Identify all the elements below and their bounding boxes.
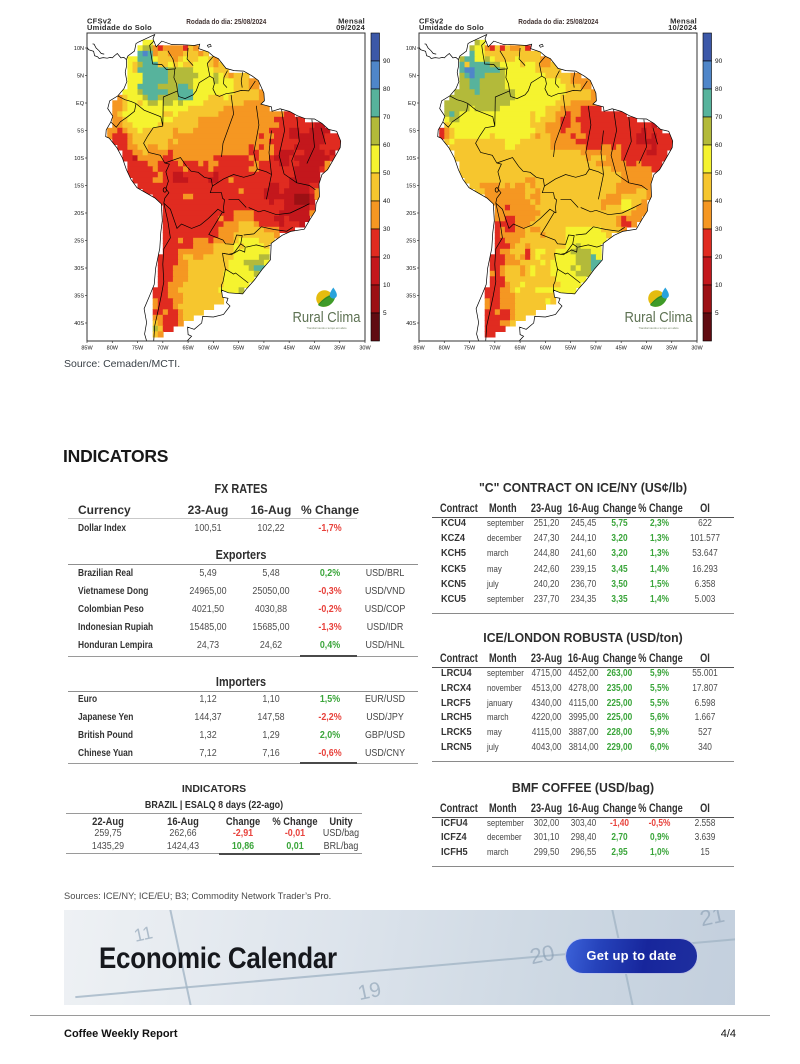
svg-text:70: 70 <box>715 114 723 121</box>
svg-text:80W: 80W <box>439 346 451 352</box>
svg-text:5N: 5N <box>409 74 416 80</box>
svg-text:15S: 15S <box>406 184 416 190</box>
svg-text:10: 10 <box>715 282 723 289</box>
svg-text:60W: 60W <box>208 346 220 352</box>
svg-text:30: 30 <box>715 226 723 233</box>
svg-text:10N: 10N <box>74 46 84 52</box>
svg-text:40S: 40S <box>406 321 416 327</box>
svg-text:40S: 40S <box>74 321 84 327</box>
svg-text:Transformando o tempo em afeto: Transformando o tempo em afeto <box>307 326 347 330</box>
svg-text:Rural Clima: Rural Clima <box>625 309 694 326</box>
svg-text:20S: 20S <box>74 211 84 217</box>
svg-text:40: 40 <box>715 198 723 205</box>
svg-text:30W: 30W <box>359 346 371 352</box>
svg-text:80: 80 <box>715 86 723 93</box>
svg-text:10S: 10S <box>74 156 84 162</box>
svg-text:35S: 35S <box>406 294 416 300</box>
svg-text:90: 90 <box>715 58 723 65</box>
svg-text:75W: 75W <box>132 346 144 352</box>
svg-text:85W: 85W <box>413 346 425 352</box>
svg-text:50W: 50W <box>258 346 270 352</box>
svg-text:5N: 5N <box>77 74 84 80</box>
svg-text:40W: 40W <box>641 346 653 352</box>
svg-text:60: 60 <box>383 142 391 149</box>
svg-text:Umidade do Solo: Umidade do Solo <box>87 23 152 32</box>
svg-text:25S: 25S <box>406 239 416 245</box>
svg-text:10/2024: 10/2024 <box>668 23 697 32</box>
svg-text:5S: 5S <box>77 129 84 135</box>
svg-text:30: 30 <box>383 226 391 233</box>
svg-text:Transformando o tempo em afeto: Transformando o tempo em afeto <box>639 326 679 330</box>
svg-text:80W: 80W <box>107 346 119 352</box>
svg-text:55W: 55W <box>233 346 245 352</box>
svg-text:CFSv2: CFSv2 <box>87 17 112 26</box>
svg-text:Rodada do dia: 25/08/2024: Rodada do dia: 25/08/2024 <box>518 19 598 26</box>
svg-text:10S: 10S <box>406 156 416 162</box>
svg-text:Mensal: Mensal <box>670 17 697 26</box>
svg-text:70W: 70W <box>157 346 169 352</box>
svg-text:90: 90 <box>383 58 391 65</box>
svg-text:35W: 35W <box>334 346 346 352</box>
svg-text:10: 10 <box>383 282 391 289</box>
svg-text:20S: 20S <box>406 211 416 217</box>
svg-text:5: 5 <box>715 310 719 317</box>
svg-text:30W: 30W <box>691 346 703 352</box>
svg-text:09/2024: 09/2024 <box>336 23 365 32</box>
svg-text:80: 80 <box>383 86 391 93</box>
svg-text:CFSv2: CFSv2 <box>419 17 444 26</box>
svg-text:EQ: EQ <box>76 101 85 107</box>
svg-text:40W: 40W <box>309 346 321 352</box>
svg-text:50: 50 <box>715 170 723 177</box>
svg-text:30S: 30S <box>406 266 416 272</box>
svg-text:70W: 70W <box>489 346 501 352</box>
svg-text:50W: 50W <box>590 346 602 352</box>
svg-text:65W: 65W <box>182 346 194 352</box>
svg-text:5: 5 <box>383 310 387 317</box>
svg-text:35S: 35S <box>74 294 84 300</box>
svg-text:45W: 45W <box>284 346 296 352</box>
svg-text:Mensal: Mensal <box>338 17 365 26</box>
svg-text:40: 40 <box>383 198 391 205</box>
svg-text:65W: 65W <box>514 346 526 352</box>
svg-text:60: 60 <box>715 142 723 149</box>
svg-text:85W: 85W <box>81 346 93 352</box>
svg-text:10N: 10N <box>406 46 416 52</box>
svg-text:EQ: EQ <box>408 101 417 107</box>
svg-text:Umidade do Solo: Umidade do Solo <box>419 23 484 32</box>
svg-text:60W: 60W <box>540 346 552 352</box>
svg-text:5S: 5S <box>409 129 416 135</box>
svg-text:45W: 45W <box>616 346 628 352</box>
svg-text:15S: 15S <box>74 184 84 190</box>
svg-text:75W: 75W <box>464 346 476 352</box>
svg-text:70: 70 <box>383 114 391 121</box>
svg-text:50: 50 <box>383 170 391 177</box>
svg-text:35W: 35W <box>666 346 678 352</box>
svg-text:30S: 30S <box>74 266 84 272</box>
svg-text:20: 20 <box>715 254 723 261</box>
svg-text:Rodada do dia: 25/08/2024: Rodada do dia: 25/08/2024 <box>186 19 266 26</box>
svg-text:20: 20 <box>383 254 391 261</box>
svg-text:55W: 55W <box>565 346 577 352</box>
svg-text:25S: 25S <box>74 239 84 245</box>
svg-text:Rural Clima: Rural Clima <box>293 309 362 326</box>
